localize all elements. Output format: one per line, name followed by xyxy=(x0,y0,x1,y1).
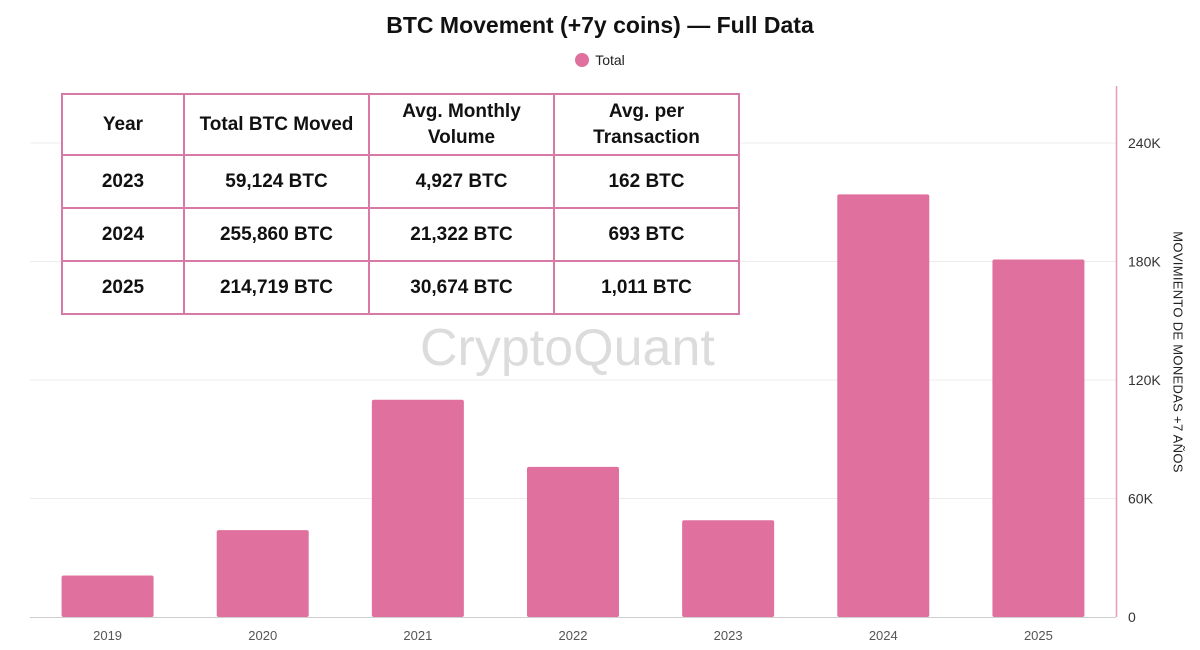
legend-swatch xyxy=(575,53,590,67)
x-tick-label: 2022 xyxy=(559,628,588,643)
y-tick-label: 0 xyxy=(1128,609,1136,625)
x-tick-label: 2024 xyxy=(869,628,898,643)
y-tick-label: 120K xyxy=(1128,372,1161,388)
table-header-row: Year Total BTC Moved Avg. Monthly Volume… xyxy=(61,93,740,156)
y-axis-label: MOVIMIENTO DE MONEDAS +7 AÑOS xyxy=(1170,231,1186,473)
x-tick-label: 2025 xyxy=(1024,628,1053,643)
table-cell: 4,927 BTC xyxy=(368,154,555,209)
x-tick-label: 2020 xyxy=(248,628,277,643)
x-tick-label: 2019 xyxy=(93,628,122,643)
table-cell: 21,322 BTC xyxy=(368,207,555,262)
table-cell: 162 BTC xyxy=(553,154,740,209)
table-cell: 2023 xyxy=(61,154,185,209)
table-row: 2024 255,860 BTC 21,322 BTC 693 BTC xyxy=(61,207,740,262)
x-tick-label: 2021 xyxy=(403,628,432,643)
table-cell: 2024 xyxy=(61,207,185,262)
bar-2021 xyxy=(371,399,464,617)
column-header: Avg. Monthly Volume xyxy=(368,93,555,156)
column-header: Total BTC Moved xyxy=(183,93,370,156)
bar-2022 xyxy=(527,466,619,617)
bar-2025 xyxy=(992,259,1085,617)
legend-label: Total xyxy=(595,52,625,68)
y-tick-label: 60K xyxy=(1128,491,1154,507)
table-cell: 1,011 BTC xyxy=(553,260,740,315)
y-tick-label: 240K xyxy=(1128,135,1161,151)
column-header: Year xyxy=(61,93,185,156)
data-table: Year Total BTC Moved Avg. Monthly Volume… xyxy=(61,93,740,315)
column-header: Avg. per Transaction xyxy=(553,93,740,156)
table-cell: 30,674 BTC xyxy=(368,260,555,315)
bar-2020 xyxy=(216,530,309,617)
table-row: 2025 214,719 BTC 30,674 BTC 1,011 BTC xyxy=(61,260,740,315)
table-cell: 255,860 BTC xyxy=(183,207,370,262)
table-cell: 214,719 BTC xyxy=(183,260,370,315)
table-row: 2023 59,124 BTC 4,927 BTC 162 BTC xyxy=(61,154,740,209)
table-cell: 2025 xyxy=(61,260,185,315)
bar-2024 xyxy=(837,194,930,617)
bar-2019 xyxy=(61,575,154,617)
legend[interactable]: Total xyxy=(0,52,1200,68)
bar-2023 xyxy=(682,520,775,617)
watermark: CryptoQuant xyxy=(420,319,715,377)
table-cell: 59,124 BTC xyxy=(183,154,370,209)
x-tick-label: 2023 xyxy=(714,628,743,643)
chart-title: BTC Movement (+7y coins) — Full Data xyxy=(386,12,814,38)
y-tick-label: 180K xyxy=(1128,254,1161,270)
table-cell: 693 BTC xyxy=(553,207,740,262)
